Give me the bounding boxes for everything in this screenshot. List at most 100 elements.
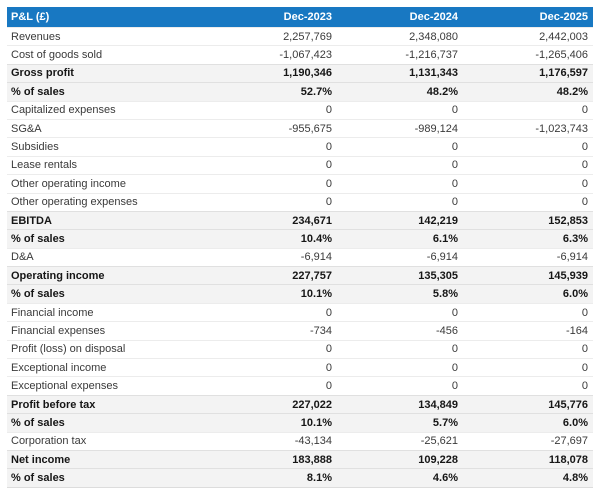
row-label: Cost of goods sold xyxy=(11,49,103,62)
row-label: Operating income xyxy=(11,269,105,282)
row-label: SG&A xyxy=(11,122,42,135)
row-value: 8.1% xyxy=(306,472,332,485)
row-value: -25,621 xyxy=(420,435,458,448)
row-value: 6.3% xyxy=(562,232,588,245)
row-label: D&A xyxy=(11,251,34,264)
row-value: 0 xyxy=(581,104,588,117)
row-label: % of sales xyxy=(11,472,65,485)
row-value: 2,442,003 xyxy=(539,30,588,43)
row-value: 0 xyxy=(325,343,332,356)
row-label: Corporation tax xyxy=(11,435,87,448)
row-label: Financial income xyxy=(11,306,94,319)
row-label: Other operating income xyxy=(11,177,126,190)
row-label: % of sales xyxy=(11,288,65,301)
row-value: 234,671 xyxy=(292,214,332,227)
table-row: Capitalized expenses 0 0 0 xyxy=(7,100,593,119)
row-value: 183,888 xyxy=(292,453,332,466)
row-value: 0 xyxy=(581,196,588,209)
table-row: Revenues 2,257,769 2,348,080 2,442,003 xyxy=(7,27,593,46)
row-value: 5.8% xyxy=(432,288,458,301)
table-row: Lease rentals 0 0 0 xyxy=(7,155,593,175)
row-value: 118,078 xyxy=(548,453,588,466)
row-label: Net income xyxy=(11,453,71,466)
header-title: P&L (£) xyxy=(11,11,50,23)
row-value: 0 xyxy=(325,196,332,209)
row-label: Subsidies xyxy=(11,141,59,154)
row-value: 2,348,080 xyxy=(409,30,458,43)
table-row: % of sales 8.1% 4.6% 4.8% xyxy=(7,468,593,487)
row-value: -456 xyxy=(435,324,458,337)
row-label: Gross profit xyxy=(11,67,74,80)
row-value: 0 xyxy=(581,159,588,172)
row-label: Exceptional income xyxy=(11,361,107,374)
row-label: Profit before tax xyxy=(11,398,96,411)
row-label: % of sales xyxy=(11,232,65,245)
row-value: -6,914 xyxy=(556,251,588,264)
row-value: -1,216,737 xyxy=(405,49,458,62)
row-value: 0 xyxy=(451,380,458,393)
row-value: -1,023,743 xyxy=(535,122,588,135)
row-value: 52.7% xyxy=(300,85,332,98)
row-value: 145,776 xyxy=(548,398,588,411)
row-value: -164 xyxy=(565,324,588,337)
row-value: 48.2% xyxy=(556,85,588,98)
table-row: % of sales 10.1% 5.8% 6.0% xyxy=(7,284,593,303)
row-value: 5.7% xyxy=(432,416,458,429)
row-value: 0 xyxy=(581,380,588,393)
row-label: Exceptional expenses xyxy=(11,380,119,393)
row-value: -734 xyxy=(309,324,332,337)
row-value: 0 xyxy=(325,361,332,374)
row-label: Financial expenses xyxy=(11,324,106,337)
row-value: 0 xyxy=(451,141,458,154)
row-value: 0 xyxy=(581,306,588,319)
row-label: Revenues xyxy=(11,30,61,43)
table-row: EBITDA 234,671 142,219 152,853 xyxy=(7,210,593,230)
row-value: 1,190,346 xyxy=(283,67,332,80)
row-value: -43,134 xyxy=(294,435,332,448)
row-value: 0 xyxy=(451,104,458,117)
row-value: 135,305 xyxy=(418,269,458,282)
row-value: 227,757 xyxy=(292,269,332,282)
row-value: -1,067,423 xyxy=(279,49,332,62)
row-value: 0 xyxy=(325,159,332,172)
row-value: 0 xyxy=(581,343,588,356)
row-value: 4.8% xyxy=(562,472,588,485)
table-row: Other operating expenses 0 0 0 xyxy=(7,192,593,211)
row-label: Other operating expenses xyxy=(11,196,138,209)
row-value: 109,228 xyxy=(418,453,458,466)
row-value: 4.6% xyxy=(432,472,458,485)
row-value: 134,849 xyxy=(418,398,458,411)
row-label: Capitalized expenses xyxy=(11,104,116,117)
row-value: -1,265,406 xyxy=(535,49,588,62)
table-row: Profit before tax 227,022 134,849 145,776 xyxy=(7,394,593,414)
row-value: 0 xyxy=(325,104,332,117)
table-row: Cost of goods sold -1,067,423 -1,216,737 -1… xyxy=(7,45,593,64)
table-row: % of sales 10.4% 6.1% 6.3% xyxy=(7,229,593,248)
row-value: -6,914 xyxy=(426,251,458,264)
row-value: -955,675 xyxy=(288,122,332,135)
table-row: % of sales 52.7% 48.2% 48.2% xyxy=(7,82,593,101)
row-value: -989,124 xyxy=(414,122,458,135)
row-value: 6.0% xyxy=(562,416,588,429)
row-value: 0 xyxy=(581,361,588,374)
row-value: 0 xyxy=(451,177,458,190)
table-row: Net income 183,888 109,228 118,078 xyxy=(7,449,593,469)
row-value: 1,176,597 xyxy=(539,67,588,80)
table-body: Revenues 2,257,769 2,348,080 2,442,003 Cost … xyxy=(7,27,593,487)
table-row: Operating income 227,757 135,305 145,939 xyxy=(7,266,593,285)
row-value: 0 xyxy=(451,159,458,172)
row-label: Profit (loss) on disposal xyxy=(11,343,126,356)
row-value: 0 xyxy=(325,177,332,190)
row-value: 0 xyxy=(581,141,588,154)
table-row: Financial expenses -734 -456 -164 xyxy=(7,321,593,340)
row-value: 0 xyxy=(325,141,332,154)
row-value: 152,853 xyxy=(548,214,588,227)
row-value: 6.0% xyxy=(562,288,588,301)
row-value: 10.1% xyxy=(300,288,332,301)
row-value: 145,939 xyxy=(548,269,588,282)
row-value: 10.1% xyxy=(300,416,332,429)
row-value: 2,257,769 xyxy=(283,30,332,43)
row-value: 0 xyxy=(581,177,588,190)
row-value: 1,131,343 xyxy=(409,67,458,80)
row-value: -6,914 xyxy=(300,251,332,264)
